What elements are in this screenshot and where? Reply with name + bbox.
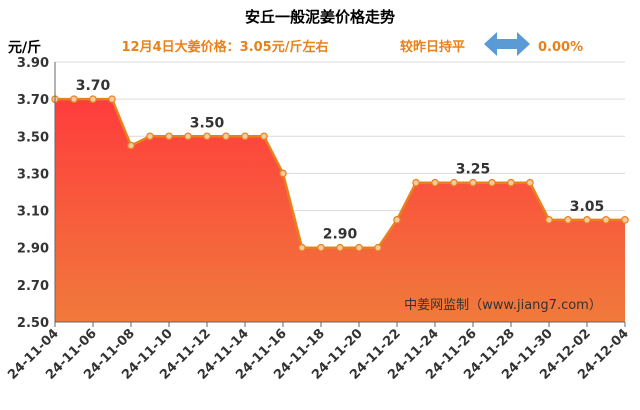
data-point	[602, 216, 610, 224]
data-point	[393, 216, 401, 224]
price-note: 12月4日大姜价格：3.05元/斤左右	[122, 39, 329, 55]
data-point	[108, 95, 116, 103]
y-tick-label: 3.30	[17, 167, 49, 182]
unit-label: 元/斤	[8, 39, 41, 56]
data-labels: 3.70 3.50 2.90 3.25 3.05	[76, 78, 605, 243]
chart-title: 安丘一般泥姜价格走势	[245, 8, 395, 26]
x-ticks: 24-11-0424-11-0624-11-0824-11-1024-11-12…	[5, 326, 632, 383]
data-point	[583, 216, 591, 224]
data-point	[146, 132, 154, 141]
axes	[54, 62, 626, 327]
y-tick-label: 3.90	[17, 56, 49, 71]
y-tick-label: 2.90	[17, 242, 49, 257]
y-tick-label: 3.70	[17, 93, 49, 108]
data-point	[279, 169, 287, 178]
data-label: 2.90	[323, 227, 358, 243]
data-point	[545, 216, 553, 224]
data-point	[488, 178, 496, 187]
y-ticks: 2.50 2.70 2.90 3.10 3.30 3.50 3.70 3.90	[17, 56, 49, 331]
data-label: 3.70	[76, 78, 111, 94]
data-point	[222, 132, 230, 141]
price-area	[55, 99, 625, 322]
data-point	[564, 216, 572, 224]
data-point	[317, 243, 325, 252]
data-point	[336, 243, 344, 252]
data-point	[355, 243, 363, 252]
y-tick-label: 3.50	[17, 130, 49, 145]
data-label: 3.05	[570, 199, 605, 215]
data-point	[374, 243, 382, 252]
data-point	[412, 178, 420, 187]
change-value: 0.00%	[538, 40, 583, 55]
watermark: 中姜网监制（www.jiang7.com）	[404, 298, 602, 313]
data-point	[469, 178, 477, 187]
double-arrow-icon	[484, 32, 530, 56]
data-point	[526, 178, 534, 187]
data-point	[298, 243, 306, 252]
data-point	[621, 216, 629, 224]
compare-label: 较昨日持平	[400, 39, 465, 55]
data-point	[507, 178, 515, 187]
data-label: 3.25	[456, 162, 491, 178]
data-label: 3.50	[190, 115, 225, 131]
data-point	[260, 132, 268, 141]
data-point	[127, 141, 135, 150]
data-point	[450, 178, 458, 187]
data-point	[184, 132, 192, 141]
data-point	[89, 95, 97, 103]
y-tick-label: 2.50	[17, 316, 49, 331]
y-tick-label: 2.70	[17, 279, 49, 294]
data-point	[241, 132, 249, 141]
data-point	[70, 95, 78, 103]
data-point	[431, 178, 439, 187]
data-point	[203, 132, 211, 141]
data-point	[165, 132, 173, 141]
y-tick-label: 3.10	[17, 205, 49, 220]
